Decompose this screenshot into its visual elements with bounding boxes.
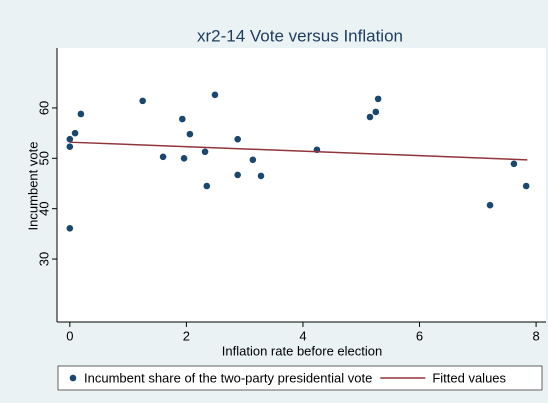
x-tick-label: 0 (66, 328, 73, 343)
point (366, 113, 374, 121)
legend-label: Fitted values (432, 370, 506, 385)
point (374, 95, 382, 103)
x-axis-title: Inflation rate before election (222, 343, 382, 358)
x-tick-label: 6 (416, 328, 423, 343)
x-tick-label: 2 (183, 328, 190, 343)
point (522, 182, 530, 190)
y-tick-label: 60 (36, 101, 51, 115)
plot-area (57, 48, 546, 322)
point (66, 143, 74, 151)
point (234, 135, 241, 143)
point (257, 172, 265, 180)
y-tick-label: 30 (36, 252, 51, 266)
point (179, 115, 186, 123)
point (211, 91, 219, 99)
point (180, 155, 188, 162)
y-tick-label: 50 (36, 151, 51, 165)
point (203, 182, 211, 190)
point (66, 225, 74, 232)
legend-label: Incumbent share of the two-party preside… (84, 370, 372, 385)
point (510, 160, 518, 168)
point (201, 148, 209, 156)
point (372, 108, 380, 116)
fitted-line (69, 141, 528, 161)
point (486, 201, 494, 209)
legend-swatch (69, 374, 77, 382)
point (66, 135, 74, 143)
x-tick-label: 8 (532, 328, 539, 343)
point (77, 110, 85, 118)
point (249, 156, 257, 164)
point (139, 97, 146, 105)
legend (57, 365, 543, 391)
point (186, 130, 194, 138)
point (71, 129, 79, 137)
point (234, 171, 241, 179)
point (159, 153, 167, 161)
chart-title: xr2-14 Vote versus Inflation (197, 26, 403, 45)
y-axis-title: Incumbent vote (25, 142, 40, 231)
y-tick-label: 40 (36, 201, 51, 215)
x-tick-label: 4 (299, 328, 306, 343)
